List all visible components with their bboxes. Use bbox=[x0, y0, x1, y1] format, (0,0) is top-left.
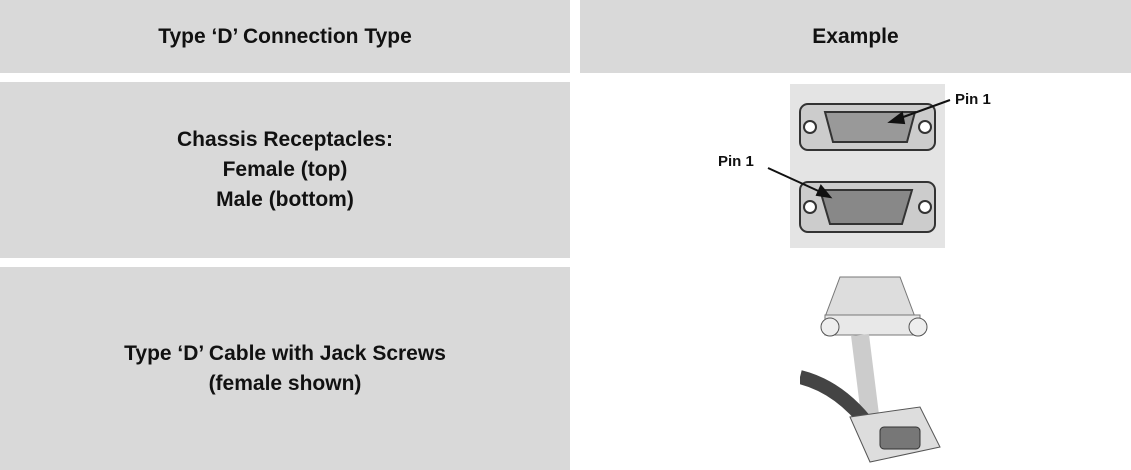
row-cell: Chassis Receptacles: Female (top) Male (… bbox=[0, 82, 570, 258]
callout: Pin 1 bbox=[955, 91, 991, 108]
cell-line: Chassis Receptacles: bbox=[177, 128, 393, 151]
header-text: Type ‘D’ Connection Type bbox=[158, 24, 412, 48]
cell-line: Type ‘D’ Cable with Jack Screws bbox=[124, 341, 446, 365]
callout: Pin 1 bbox=[718, 153, 754, 170]
row-cell: Type ‘D’ Cable with Jack Screws (female … bbox=[0, 267, 570, 470]
cell-line: Female (top) bbox=[222, 158, 348, 181]
cable-photo bbox=[800, 276, 941, 463]
receptacle-photo: Pin 1 Pin 1 bbox=[718, 84, 991, 248]
header-text: Example bbox=[812, 24, 899, 48]
header-cell: Type ‘D’ Connection Type bbox=[0, 0, 570, 73]
cell-line: Male (bottom) bbox=[216, 188, 354, 211]
cell-line: (female shown) bbox=[208, 371, 362, 395]
header-cell: Example bbox=[580, 0, 1131, 73]
